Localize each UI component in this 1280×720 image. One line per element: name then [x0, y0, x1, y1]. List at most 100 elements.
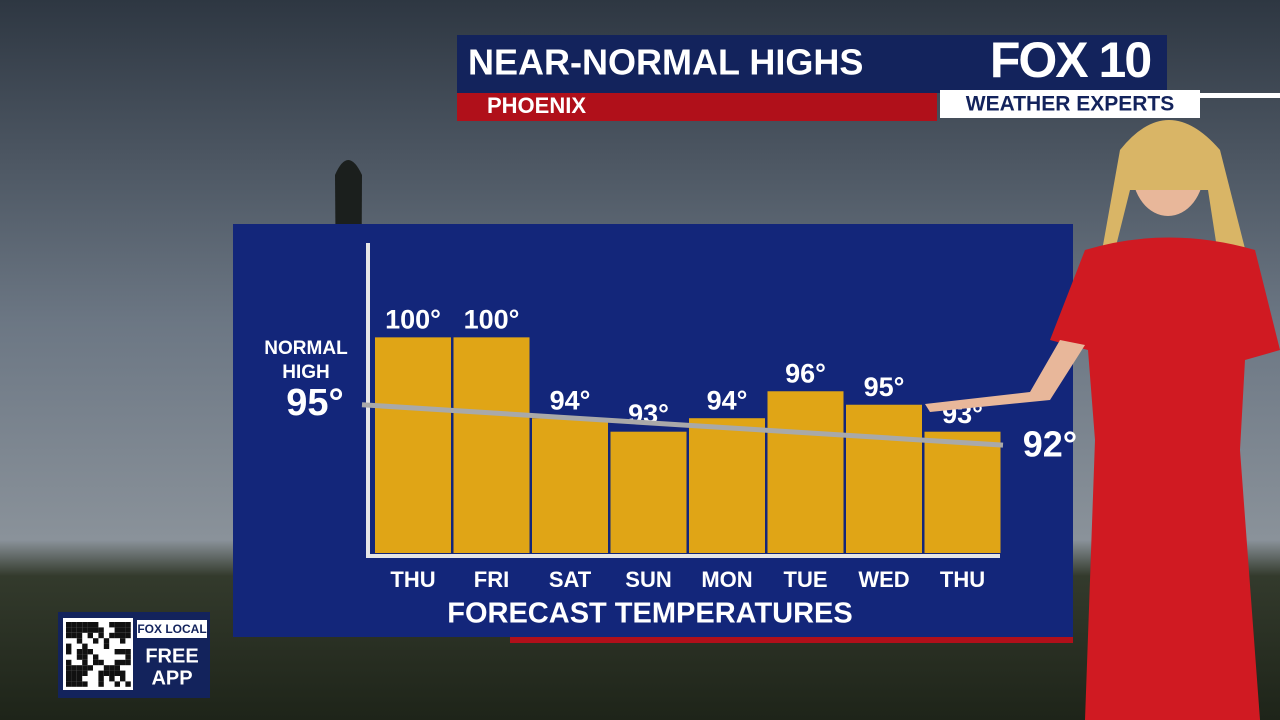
- value-label: 100°: [464, 304, 520, 334]
- qr-cell: [93, 659, 99, 666]
- qr-cell: [93, 627, 99, 633]
- qr-cell: [114, 665, 120, 671]
- qr-cell: [98, 670, 104, 676]
- qr-cell: [114, 627, 120, 633]
- title-box: [457, 35, 937, 93]
- qr-cell: [120, 676, 126, 682]
- qr-cell: [82, 670, 88, 676]
- qr-cell: [71, 676, 77, 682]
- qr-cell: [120, 622, 126, 628]
- bar: [689, 418, 765, 553]
- x-axis-title: FORECAST TEMPERATURES: [447, 598, 852, 630]
- qr-cell: [82, 643, 88, 649]
- qr-cell: [76, 649, 83, 655]
- qr-pattern: [66, 622, 131, 687]
- qr-cell: [76, 627, 83, 633]
- qr-cell: [82, 681, 88, 687]
- qr-cell: [66, 643, 72, 649]
- app-brand-box: [137, 620, 207, 638]
- qr-cell: [98, 659, 104, 666]
- x-tick-label: WED: [858, 567, 909, 592]
- qr-cell: [120, 659, 126, 666]
- qr-cell: [76, 665, 83, 671]
- x-tick-label: MON: [701, 567, 752, 592]
- qr-cell: [120, 670, 126, 676]
- normal-high-label: NORMAL: [264, 338, 348, 359]
- qr-cell: [66, 670, 72, 676]
- x-tick-label: THU: [390, 567, 435, 592]
- qr-cell: [82, 622, 88, 628]
- qr-cell: [109, 632, 115, 639]
- qr-cell: [109, 670, 115, 676]
- brand-tagline: WEATHER EXPERTS: [966, 93, 1174, 116]
- qr-cell: [125, 654, 131, 660]
- normal-end-label: 92°: [1023, 424, 1077, 465]
- qr-cell: [125, 681, 131, 687]
- qr-cell: [114, 622, 120, 628]
- qr-cell: [103, 670, 110, 676]
- bar: [453, 337, 530, 553]
- qr-cell: [66, 676, 72, 682]
- chart-panel: [233, 224, 1073, 637]
- bar: [610, 431, 687, 553]
- x-tick-label: SUN: [625, 567, 671, 592]
- qr-cell: [87, 622, 93, 628]
- plot-area: 100°THU100°FRI94°SAT93°SUN94°MON96°TUE95…: [264, 304, 1077, 591]
- qr-cell: [82, 654, 88, 660]
- qr-cell: [82, 659, 88, 666]
- qr-cell: [98, 676, 104, 682]
- qr-cell: [125, 632, 131, 639]
- qr-cell: [114, 681, 120, 687]
- x-tick-label: SAT: [549, 567, 592, 592]
- qr-cell: [93, 654, 99, 660]
- bar: [924, 431, 1001, 553]
- chart-title: NEAR-NORMAL HIGHS: [468, 42, 863, 83]
- qr-cell: [82, 665, 88, 671]
- qr-cell: [82, 649, 88, 655]
- qr-cell: [125, 659, 131, 666]
- value-label: 100°: [385, 304, 441, 334]
- qr-cell: [66, 659, 72, 666]
- qr-cell: [109, 665, 115, 671]
- presenter-dress: [1050, 237, 1280, 720]
- qr-cell: [71, 632, 77, 639]
- tagline-box: [940, 90, 1200, 118]
- x-tick-label: THU: [940, 567, 985, 592]
- app-text: FREE: [145, 645, 198, 667]
- qr-cell: [76, 622, 83, 628]
- qr-cell: [103, 643, 110, 649]
- bar: [846, 404, 922, 553]
- qr-cell: [66, 649, 72, 655]
- qr-cell: [87, 627, 93, 633]
- qr-cell: [76, 638, 83, 644]
- qr-cell: [109, 622, 115, 628]
- logo-box: [937, 35, 1167, 93]
- qr-cell: [87, 665, 93, 671]
- qr-cell: [93, 622, 99, 628]
- tagline-rule: [1200, 93, 1280, 98]
- panel-accent: [510, 637, 1073, 643]
- qr-cell: [120, 632, 126, 639]
- normal-high-line: [361, 402, 1004, 448]
- qr-cell: [120, 627, 126, 633]
- qr-cell: [76, 681, 83, 687]
- qr-cell: [71, 681, 77, 687]
- value-label: 95°: [864, 372, 905, 402]
- qr-cell: [125, 622, 131, 628]
- qr-cell: [114, 670, 120, 676]
- qr-cell: [82, 627, 88, 633]
- qr-cell: [71, 670, 77, 676]
- qr-cell: [125, 627, 131, 633]
- bar: [767, 391, 844, 553]
- qr-cell: [109, 676, 115, 682]
- qr-cell: [98, 681, 104, 687]
- qr-cell: [120, 649, 126, 655]
- qr-cell: [125, 649, 131, 655]
- qr-cell: [114, 649, 120, 655]
- value-label: 94°: [550, 385, 591, 415]
- value-label: 94°: [707, 385, 748, 415]
- qr-cell: [120, 638, 126, 644]
- qr-cell: [71, 665, 77, 671]
- qr-cell: [98, 632, 104, 639]
